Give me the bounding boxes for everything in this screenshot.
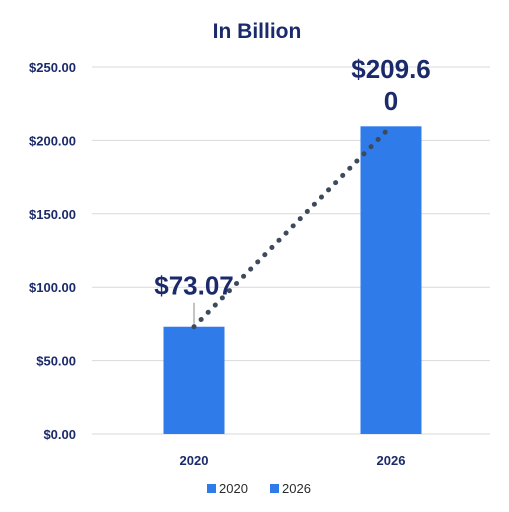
legend-swatch: [207, 484, 216, 493]
y-tick-label: $0.00: [43, 427, 76, 442]
data-labels: $73.07 $209.6 0: [154, 54, 431, 324]
x-axis-ticks: 2020 2026: [180, 453, 406, 468]
legend-label: 2026: [282, 481, 311, 496]
bars: [163, 126, 422, 435]
trendline: [191, 123, 394, 330]
bar-2026: [360, 126, 422, 435]
x-tick-label: 2020: [180, 453, 209, 468]
x-tick-label: 2026: [377, 453, 406, 468]
y-tick-label: $200.00: [29, 133, 76, 148]
legend: 2020 2026: [207, 481, 311, 496]
legend-swatch: [270, 484, 279, 493]
bar-2020: [163, 326, 225, 434]
data-label-2020: $73.07: [154, 271, 234, 301]
trendline-path: [191, 123, 394, 330]
legend-label: 2020: [219, 481, 248, 496]
y-tick-label: $100.00: [29, 280, 76, 295]
y-tick-label: $250.00: [29, 60, 76, 75]
y-tick-label: $50.00: [36, 354, 76, 369]
gridlines: [92, 66, 490, 435]
data-label-2026: $209.6 0: [351, 54, 431, 116]
chart-title: In Billion: [213, 20, 302, 43]
y-tick-label: $150.00: [29, 207, 76, 222]
y-axis-ticks: $0.00 $50.00 $100.00 $150.00 $200.00 $250.00: [29, 60, 76, 442]
